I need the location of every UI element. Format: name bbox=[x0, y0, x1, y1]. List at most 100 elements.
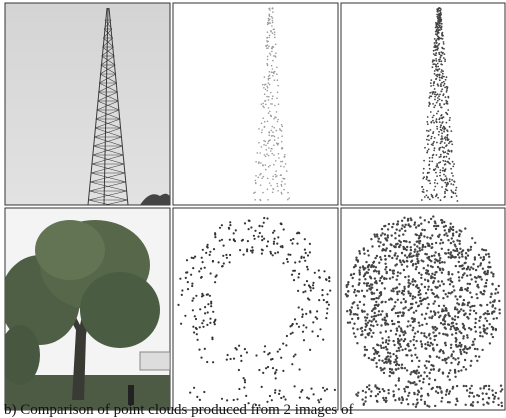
cloud-point bbox=[281, 174, 283, 176]
cloud-point bbox=[361, 327, 363, 329]
cloud-point bbox=[396, 330, 398, 332]
cloud-point bbox=[273, 55, 275, 57]
cloud-point bbox=[411, 280, 413, 282]
cloud-point bbox=[423, 160, 425, 162]
cloud-point bbox=[439, 386, 441, 388]
cloud-point bbox=[465, 404, 467, 406]
cloud-point bbox=[219, 227, 221, 229]
cloud-point bbox=[469, 387, 471, 389]
cloud-point bbox=[402, 260, 404, 262]
cloud-point bbox=[384, 233, 386, 235]
cloud-point bbox=[452, 240, 454, 242]
cloud-point bbox=[431, 315, 433, 317]
cloud-point bbox=[271, 153, 273, 155]
cloud-point bbox=[451, 333, 453, 335]
cloud-point bbox=[413, 336, 415, 338]
cloud-point bbox=[325, 317, 327, 319]
cloud-point bbox=[413, 393, 415, 395]
cloud-point bbox=[347, 322, 349, 324]
cloud-point bbox=[357, 317, 359, 319]
cloud-point bbox=[262, 192, 264, 194]
cloud-point bbox=[304, 260, 306, 262]
cloud-point bbox=[265, 104, 267, 106]
cloud-point bbox=[261, 253, 263, 255]
cloud-point bbox=[297, 290, 299, 292]
cloud-point bbox=[374, 349, 376, 351]
cloud-point bbox=[271, 71, 273, 73]
cloud-point bbox=[439, 58, 441, 60]
cloud-point bbox=[384, 322, 386, 324]
cloud-point bbox=[307, 297, 309, 299]
cloud-point bbox=[428, 105, 430, 107]
cloud-point bbox=[275, 170, 277, 172]
cloud-point bbox=[438, 149, 440, 151]
cloud-point bbox=[359, 252, 361, 254]
cloud-point bbox=[434, 179, 436, 181]
cloud-point bbox=[499, 312, 501, 314]
cloud-point bbox=[384, 358, 386, 360]
cloud-point bbox=[469, 306, 471, 308]
cloud-point bbox=[436, 126, 438, 128]
cloud-point bbox=[435, 335, 437, 337]
cloud-point bbox=[456, 302, 458, 304]
cloud-point bbox=[427, 245, 429, 247]
cloud-point bbox=[429, 355, 431, 357]
cloud-point bbox=[437, 47, 439, 49]
cloud-point bbox=[254, 192, 256, 194]
cloud-point bbox=[471, 237, 473, 239]
cloud-point bbox=[479, 335, 481, 337]
cloud-point bbox=[357, 307, 359, 309]
cloud-point bbox=[469, 392, 471, 394]
cloud-point bbox=[403, 290, 405, 292]
cloud-point bbox=[370, 390, 372, 392]
cloud-point bbox=[492, 275, 494, 277]
cloud-point bbox=[449, 178, 451, 180]
cloud-point bbox=[421, 229, 423, 231]
cloud-point bbox=[427, 135, 429, 137]
cloud-point bbox=[267, 353, 269, 355]
cloud-point bbox=[286, 258, 288, 260]
cloud-point bbox=[261, 123, 263, 125]
cloud-point bbox=[426, 323, 428, 325]
cloud-point bbox=[444, 169, 446, 171]
cloud-point bbox=[316, 318, 318, 320]
cloud-point bbox=[392, 353, 394, 355]
cloud-point bbox=[287, 199, 289, 201]
cloud-point bbox=[439, 79, 441, 81]
cloud-point bbox=[446, 76, 448, 78]
cloud-point bbox=[273, 118, 275, 120]
cloud-point bbox=[363, 249, 365, 251]
cloud-point bbox=[431, 136, 433, 138]
cloud-point bbox=[428, 148, 430, 150]
cloud-point bbox=[455, 339, 457, 341]
cloud-point bbox=[438, 259, 440, 261]
cloud-point bbox=[439, 257, 441, 259]
cloud-point bbox=[384, 287, 386, 289]
cloud-point bbox=[467, 249, 469, 251]
cloud-point bbox=[424, 253, 426, 255]
cloud-point bbox=[264, 76, 266, 78]
cloud-point bbox=[296, 243, 298, 245]
cloud-point bbox=[270, 252, 272, 254]
cloud-point bbox=[403, 269, 405, 271]
cloud-point bbox=[179, 278, 181, 280]
cloud-point bbox=[213, 248, 215, 250]
cloud-point bbox=[311, 330, 313, 332]
cloud-point bbox=[419, 249, 421, 251]
cloud-point bbox=[489, 342, 491, 344]
cloud-point bbox=[430, 85, 432, 87]
cloud-point bbox=[279, 128, 281, 130]
cloud-point bbox=[461, 289, 463, 291]
cloud-point bbox=[328, 280, 330, 282]
cloud-point bbox=[294, 385, 296, 387]
cloud-point bbox=[446, 235, 448, 237]
cloud-point bbox=[421, 395, 423, 397]
cloud-point bbox=[375, 304, 377, 306]
cloud-point bbox=[359, 266, 361, 268]
cloud-point bbox=[434, 405, 436, 407]
cloud-point bbox=[438, 332, 440, 334]
cloud-point bbox=[196, 333, 198, 335]
cloud-point bbox=[352, 277, 354, 279]
cloud-point bbox=[459, 243, 461, 245]
cloud-point bbox=[433, 169, 435, 171]
